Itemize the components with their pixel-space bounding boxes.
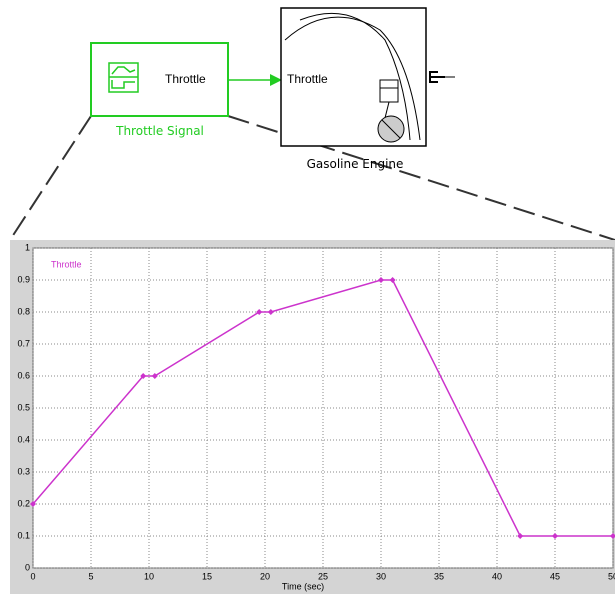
- port-label: Throttle: [165, 72, 206, 86]
- block-label: Gasoline Engine: [306, 157, 404, 171]
- data-point: [267, 309, 274, 315]
- x-tick-label: 45: [550, 571, 560, 581]
- x-tick-label: 30: [376, 571, 386, 581]
- legend-label: Throttle: [51, 259, 82, 269]
- y-tick-label: 0.8: [17, 306, 30, 316]
- engine-icon: [284, 12, 421, 143]
- y-tick-label: 0.4: [17, 434, 30, 444]
- y-tick-label: 0.6: [17, 370, 30, 380]
- x-tick-label: 0: [30, 571, 35, 581]
- block-label: Throttle Signal: [116, 124, 204, 138]
- data-point: [140, 373, 147, 379]
- series-line: [32, 279, 613, 537]
- signal-icon: [108, 62, 139, 93]
- zoom-line: [9, 115, 92, 241]
- y-tick-label: 0.9: [17, 274, 30, 284]
- x-axis-label: Time (sec): [282, 581, 324, 591]
- x-tick-label: 5: [88, 571, 93, 581]
- y-tick-label: 0.7: [17, 338, 30, 348]
- x-tick-label: 20: [260, 571, 270, 581]
- x-tick-label: 10: [144, 571, 154, 581]
- x-tick-label: 35: [434, 571, 444, 581]
- data-point: [30, 501, 36, 507]
- data-point: [378, 277, 384, 283]
- y-tick-label: 0.5: [17, 402, 30, 412]
- output-port: [429, 71, 455, 83]
- x-tick-label: 15: [202, 571, 212, 581]
- data-point: [151, 373, 158, 379]
- y-tick-label: 0.2: [17, 498, 30, 508]
- data-point: [610, 533, 615, 539]
- data-point: [517, 533, 524, 539]
- x-tick-label: 25: [318, 571, 328, 581]
- data-point: [552, 533, 558, 539]
- arrow-head: [270, 74, 282, 86]
- signal-block[interactable]: [90, 42, 229, 117]
- y-tick-label: 1: [25, 242, 30, 252]
- data-point: [256, 309, 263, 315]
- y-tick-label: 0: [25, 562, 30, 572]
- y-tick-label: 0.1: [17, 530, 30, 540]
- x-tick-label: 50: [608, 571, 615, 581]
- data-point: [389, 277, 396, 283]
- y-tick-label: 0.3: [17, 466, 30, 476]
- x-tick-label: 40: [492, 571, 502, 581]
- port-label: Throttle: [287, 72, 328, 86]
